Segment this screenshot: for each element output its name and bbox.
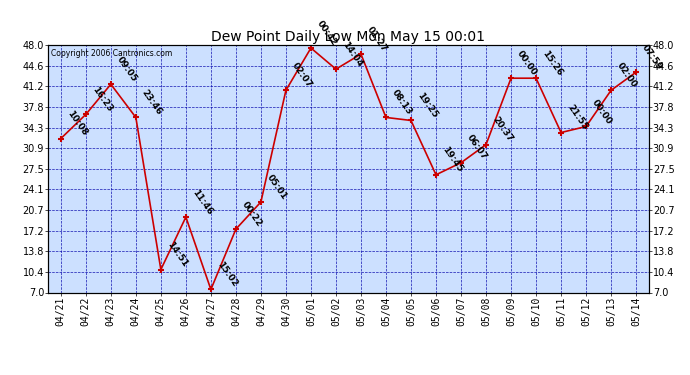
Text: 19:25: 19:25 [415,91,439,120]
Text: 15:02: 15:02 [215,260,239,289]
Text: 23:46: 23:46 [140,88,164,117]
Text: 11:46: 11:46 [190,188,214,216]
Text: 15:26: 15:26 [540,49,564,77]
Text: 02:07: 02:07 [290,61,314,90]
Text: 08:13: 08:13 [390,88,414,117]
Text: 14:51: 14:51 [165,240,189,269]
Text: 00:42: 00:42 [315,19,339,47]
Text: 14:04: 14:04 [340,40,364,68]
Text: 19:45: 19:45 [440,145,464,174]
Text: 06:07: 06:07 [465,134,489,162]
Text: 05:01: 05:01 [265,173,288,201]
Text: 10:08: 10:08 [65,110,88,138]
Text: Copyright 2006 Cantronics.com: Copyright 2006 Cantronics.com [51,49,172,58]
Text: 20:37: 20:37 [490,115,514,144]
Text: 00:22: 00:22 [240,200,264,228]
Text: 00:00: 00:00 [515,49,539,77]
Text: 02:00: 02:00 [615,61,639,90]
Text: 00:00: 00:00 [590,98,613,126]
Text: 21:55: 21:55 [565,103,589,132]
Text: 16:23: 16:23 [90,85,114,114]
Text: 01:27: 01:27 [365,25,389,53]
Text: 07:59: 07:59 [640,43,664,71]
Title: Dew Point Daily Low Mon May 15 00:01: Dew Point Daily Low Mon May 15 00:01 [211,30,486,44]
Text: 09:05: 09:05 [115,55,139,84]
